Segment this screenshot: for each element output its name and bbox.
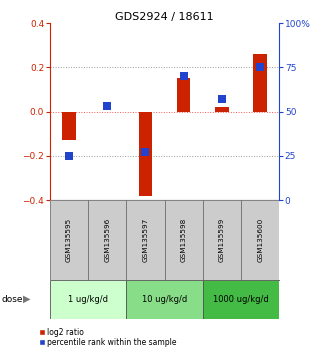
Point (219, 96, 224, 102)
Bar (126, 280, 203, 319)
Bar (215, 107, 229, 112)
Bar (88, 200, 126, 280)
Bar (177, 78, 190, 112)
Bar (254, 54, 267, 112)
Text: 1 ug/kg/d: 1 ug/kg/d (68, 295, 108, 304)
Text: GSM135599: GSM135599 (219, 218, 225, 262)
Bar (50, 200, 88, 280)
Bar (126, 200, 164, 280)
Text: GSM135595: GSM135595 (66, 218, 72, 262)
Bar (50, 280, 126, 319)
Bar (139, 112, 152, 195)
Title: GDS2924 / 18611: GDS2924 / 18611 (115, 12, 214, 22)
Text: dose: dose (2, 295, 23, 304)
Text: GSM135597: GSM135597 (143, 218, 148, 262)
Bar (164, 200, 203, 280)
Text: GSM135596: GSM135596 (104, 218, 110, 262)
Point (181, 73, 186, 79)
Point (66, 153, 72, 159)
Point (143, 149, 148, 155)
Bar (203, 200, 241, 280)
Point (105, 103, 110, 109)
Text: ▶: ▶ (23, 294, 30, 304)
Text: GSM135600: GSM135600 (257, 218, 263, 262)
Bar (203, 280, 279, 319)
Point (257, 64, 263, 70)
Legend: log2 ratio, percentile rank within the sample: log2 ratio, percentile rank within the s… (36, 325, 180, 350)
Bar (62, 112, 75, 140)
Text: 10 ug/kg/d: 10 ug/kg/d (142, 295, 187, 304)
Text: GSM135598: GSM135598 (181, 218, 187, 262)
Text: 1000 ug/kg/d: 1000 ug/kg/d (213, 295, 269, 304)
Bar (241, 200, 279, 280)
